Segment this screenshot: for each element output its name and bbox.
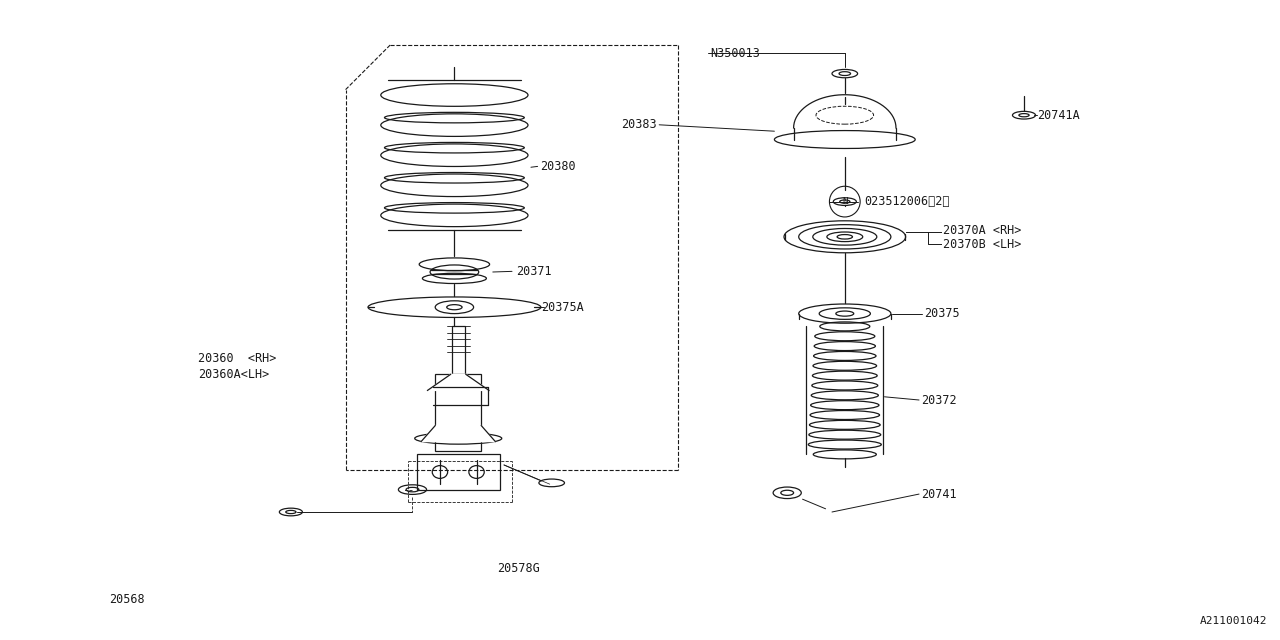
Polygon shape xyxy=(421,426,495,442)
Text: 20568: 20568 xyxy=(109,593,145,606)
Text: 20360A<LH>: 20360A<LH> xyxy=(198,368,270,381)
Text: 20741: 20741 xyxy=(922,488,957,500)
Text: A211001042: A211001042 xyxy=(1199,616,1267,626)
Text: 20372: 20372 xyxy=(922,394,957,406)
Text: N: N xyxy=(842,197,847,206)
FancyBboxPatch shape xyxy=(417,454,500,490)
Text: 20370B <LH>: 20370B <LH> xyxy=(943,238,1021,251)
Polygon shape xyxy=(428,374,489,390)
Text: N350013: N350013 xyxy=(710,47,760,60)
Text: 20383: 20383 xyxy=(621,118,657,131)
Text: 023512006（2）: 023512006（2） xyxy=(864,195,950,208)
Text: 20375A: 20375A xyxy=(541,301,584,314)
Text: 20578G: 20578G xyxy=(497,562,539,575)
Text: 20371: 20371 xyxy=(516,265,552,278)
Text: 20370A <RH>: 20370A <RH> xyxy=(943,224,1021,237)
FancyBboxPatch shape xyxy=(452,326,465,374)
Text: 20380: 20380 xyxy=(540,160,576,173)
Text: 20741A: 20741A xyxy=(1037,109,1079,122)
FancyBboxPatch shape xyxy=(435,374,481,451)
Text: 20360  <RH>: 20360 <RH> xyxy=(198,352,276,365)
Text: 20375: 20375 xyxy=(924,307,960,320)
